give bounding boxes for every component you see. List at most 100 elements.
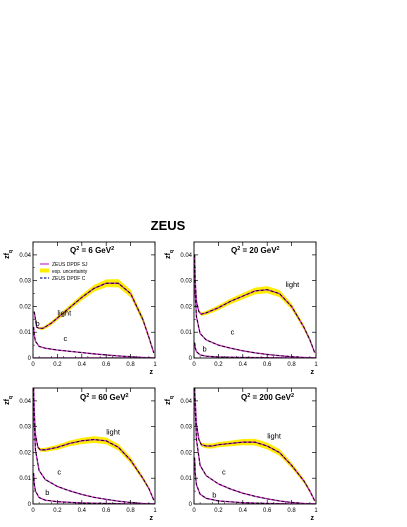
y-tick-label: 0 — [189, 356, 193, 362]
plot-area — [194, 388, 316, 504]
y-tick-label: 0 — [28, 356, 32, 362]
panel-title: Q2 = 200 GeV2 — [241, 393, 294, 402]
curve-label-light: light — [286, 280, 301, 289]
x-tick-label: 0.6 — [263, 362, 272, 368]
y-tick-label: 0.03 — [180, 425, 192, 431]
panel-title: Q2 = 20 GeV2 — [231, 246, 280, 255]
legend-entry-label: exp. uncertainty — [52, 269, 88, 275]
y-axis-label-sub: q — [8, 250, 14, 253]
series-c-sj-line — [194, 254, 316, 358]
panel-2: 0 0.2 0.4 0.6 0.8 1 0 0.01 0.02 0.03 0.04 z zfq Q2 = … — [165, 241, 318, 376]
series-b-dashed-line — [194, 457, 316, 504]
plot-area — [194, 254, 316, 358]
x-tick-label: 0.8 — [126, 508, 135, 514]
x-tick-label: 0.2 — [214, 508, 223, 514]
x-tick-label: 1 — [314, 362, 318, 368]
y-tick-label: 0.04 — [180, 253, 192, 259]
series-light-dashed-line — [33, 282, 155, 353]
series-c-dashed-line — [33, 327, 155, 358]
x-tick-label: 0.6 — [102, 508, 111, 514]
series-b-sj-line — [33, 473, 155, 504]
x-tick-label: 0.4 — [239, 508, 248, 514]
x-tick-label: 0.4 — [78, 362, 87, 368]
y-axis-label-sub: q — [169, 396, 175, 399]
panel-3: 0 0.2 0.4 0.6 0.8 1 0 0.01 0.02 0.03 0.04 z zfq Q2 = … — [4, 387, 157, 522]
series-light-dashed-line — [33, 388, 155, 501]
x-tick-label: 0.8 — [287, 508, 296, 514]
series-light-sj-line — [194, 254, 316, 354]
uncertainty-band — [34, 279, 154, 355]
x-tick-label: 0 — [192, 508, 196, 514]
y-tick-label: 0.03 — [19, 279, 31, 285]
x-tick-label: 0 — [31, 508, 35, 514]
x-tick-label: 0.2 — [214, 362, 223, 368]
x-tick-label: 0.6 — [102, 362, 111, 368]
y-tick-label: 0.04 — [19, 253, 31, 259]
y-tick-label: 0 — [28, 502, 32, 508]
y-tick-label: 0.02 — [19, 450, 31, 456]
curve-label-b: b — [203, 345, 207, 354]
y-tick-label: 0.04 — [180, 399, 192, 405]
x-tick-label: 1 — [153, 508, 157, 514]
series-light-sj-line — [33, 282, 155, 354]
x-tick-label: 0.2 — [53, 508, 62, 514]
uncertainty-band — [33, 388, 154, 502]
plot-frame — [193, 241, 317, 359]
y-axis-label: zfq — [165, 396, 175, 405]
y-tick-label: 0.01 — [180, 330, 192, 336]
x-tick-label: 0.8 — [287, 362, 296, 368]
x-tick-label: 0.6 — [263, 508, 272, 514]
x-tick-label: 1 — [153, 362, 157, 368]
series-c-sj-line — [33, 388, 155, 504]
y-axis-label-sub: q — [169, 250, 175, 253]
series-light-dashed-line — [194, 254, 316, 354]
y-tick-label: 0.04 — [19, 399, 31, 405]
series-c-dashed-line — [194, 254, 316, 358]
x-tick-label: 0 — [192, 362, 196, 368]
uncertainty-band — [194, 388, 315, 502]
y-tick-label: 0.01 — [19, 330, 31, 336]
x-axis-label: z — [311, 515, 315, 522]
x-tick-label: 0.8 — [126, 362, 135, 368]
y-tick-label: 0 — [189, 502, 193, 508]
plot-frame — [32, 241, 156, 359]
x-tick-label: 0 — [31, 362, 35, 368]
y-tick-label: 0.03 — [19, 425, 31, 431]
curve-label-c: c — [222, 467, 226, 476]
curve-label-c: c — [57, 467, 61, 476]
x-axis-label: z — [150, 369, 154, 376]
panel-4: 0 0.2 0.4 0.6 0.8 1 0 0.01 0.02 0.03 0.04 z zfq Q2 = … — [165, 387, 318, 522]
curve-label-b: b — [35, 319, 39, 328]
curve-label-light: light — [106, 427, 121, 436]
legend-entry-label: ZEUS DPDF C — [52, 276, 86, 282]
x-tick-label: 0.4 — [78, 508, 87, 514]
curve-label-b: b — [45, 488, 49, 497]
panel-title: Q2 = 6 GeV2 — [70, 246, 114, 255]
x-axis-label: z — [311, 369, 315, 376]
y-tick-label: 0.02 — [180, 304, 192, 310]
legend-swatch-band — [40, 268, 49, 273]
y-tick-label: 0.01 — [19, 476, 31, 482]
y-axis-label-sub: q — [8, 396, 14, 399]
series-c-dashed-line — [194, 388, 316, 504]
series-light-dashed-line — [194, 388, 316, 502]
curve-label-c: c — [64, 334, 68, 343]
series-c-dashed-line — [33, 388, 155, 504]
x-tick-label: 0.2 — [53, 362, 62, 368]
series-b-dashed-line — [194, 342, 316, 358]
x-axis-label: z — [150, 515, 154, 522]
y-tick-label: 0.02 — [19, 304, 31, 310]
legend-entry-label: ZEUS DPDF SJ — [52, 262, 88, 268]
curve-label-b: b — [212, 491, 216, 500]
y-axis-label: zfq — [165, 250, 175, 259]
uncertainty-band — [194, 254, 315, 354]
plot-area — [33, 279, 155, 358]
series-b-dashed-line — [33, 473, 155, 504]
x-tick-label: 1 — [314, 508, 318, 514]
y-tick-label: 0.01 — [180, 476, 192, 482]
series-b-sj-line — [194, 342, 316, 358]
y-axis-label: zfq — [4, 396, 14, 405]
curve-label-c: c — [231, 327, 235, 336]
